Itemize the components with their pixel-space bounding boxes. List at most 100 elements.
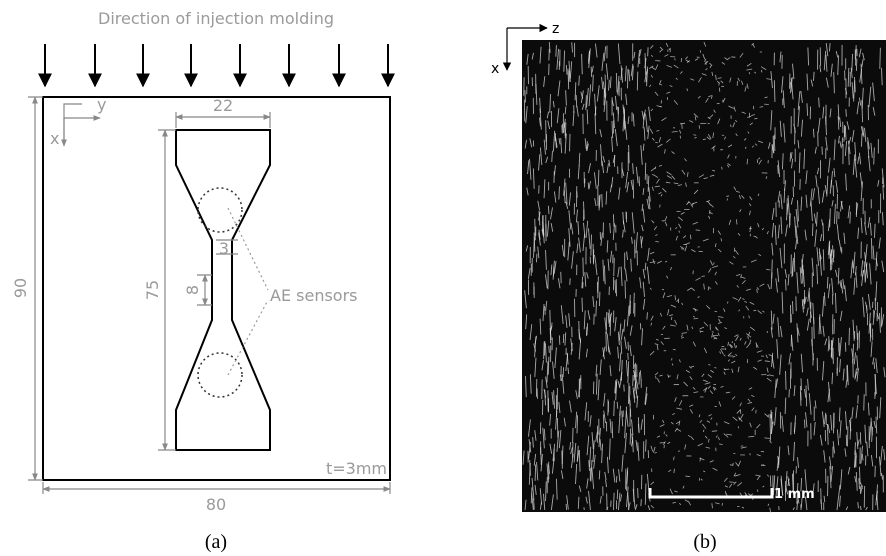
fiber xyxy=(681,302,684,306)
fiber xyxy=(559,374,563,381)
fiber xyxy=(728,219,732,225)
fiber xyxy=(804,496,808,511)
fiber xyxy=(803,148,806,169)
fiber xyxy=(839,420,842,439)
fiber xyxy=(703,347,708,354)
fiber xyxy=(869,322,872,342)
fiber xyxy=(869,263,872,285)
fiber xyxy=(629,325,633,336)
fiber xyxy=(822,106,825,119)
fiber xyxy=(737,482,743,487)
axis-z-label: z xyxy=(552,21,559,37)
fiber xyxy=(563,178,566,196)
fiber xyxy=(627,361,630,384)
fiber xyxy=(814,229,817,247)
fiber xyxy=(813,421,816,436)
fiber xyxy=(575,209,578,223)
fiber xyxy=(710,95,713,99)
fiber xyxy=(727,341,730,346)
thickness-label: t=3mm xyxy=(326,459,387,478)
fiber xyxy=(777,455,780,465)
fiber xyxy=(747,131,750,134)
fiber xyxy=(732,297,738,300)
fiber xyxy=(693,391,699,394)
fiber xyxy=(604,74,607,95)
fiber xyxy=(677,184,683,186)
fiber xyxy=(703,283,705,290)
fiber xyxy=(807,47,810,66)
fiber xyxy=(838,239,842,252)
fiber xyxy=(607,312,610,324)
fiber xyxy=(867,137,870,150)
fiber xyxy=(577,220,580,235)
fiber xyxy=(679,246,684,249)
fiber xyxy=(624,65,627,82)
fiber xyxy=(654,451,657,454)
fiber xyxy=(656,344,659,351)
fiber xyxy=(881,314,885,326)
fiber xyxy=(622,111,625,132)
fiber xyxy=(758,157,761,160)
fiber xyxy=(741,195,745,199)
fiber xyxy=(869,222,872,236)
fiber xyxy=(620,372,623,381)
fiber xyxy=(731,341,734,344)
fiber xyxy=(552,101,555,108)
fiber xyxy=(751,407,755,412)
fiber xyxy=(651,66,656,70)
fiber xyxy=(857,156,860,164)
fiber xyxy=(625,359,629,377)
fiber xyxy=(857,502,859,509)
fiber xyxy=(723,354,726,357)
fiber xyxy=(674,58,676,61)
fiber xyxy=(566,495,569,510)
fiber xyxy=(534,430,537,441)
fiber xyxy=(810,201,813,222)
fiber xyxy=(883,449,886,461)
fiber xyxy=(662,419,665,424)
fiber xyxy=(650,505,655,509)
fiber xyxy=(826,423,829,445)
fiber xyxy=(617,346,619,359)
fiber xyxy=(737,232,741,236)
fiber xyxy=(697,443,703,447)
fiber xyxy=(766,330,769,333)
fiber xyxy=(775,476,779,498)
fiber xyxy=(547,356,550,375)
fiber xyxy=(664,221,668,227)
fiber xyxy=(753,235,757,238)
fiber xyxy=(857,227,860,239)
fiber xyxy=(822,361,825,381)
fiber xyxy=(833,168,836,178)
fiber xyxy=(621,454,624,472)
fiber xyxy=(862,297,865,318)
fiber xyxy=(632,113,635,127)
fiber xyxy=(713,109,716,113)
fiber xyxy=(858,478,860,489)
fiber xyxy=(757,310,762,315)
fiber xyxy=(844,448,847,457)
fiber xyxy=(800,497,803,508)
fiber xyxy=(767,414,770,418)
fiber xyxy=(551,392,554,405)
fiber xyxy=(734,119,738,123)
fiber xyxy=(734,474,741,477)
fiber xyxy=(759,106,764,108)
fiber xyxy=(749,422,752,428)
fiber xyxy=(681,334,683,338)
fiber xyxy=(637,442,640,461)
fiber xyxy=(612,468,616,483)
fiber xyxy=(650,445,654,452)
fiber xyxy=(755,474,761,477)
fiber xyxy=(526,187,529,196)
fiber xyxy=(538,210,541,226)
fiber xyxy=(788,353,792,365)
fiber xyxy=(627,502,631,511)
fiber xyxy=(777,190,781,203)
fiber xyxy=(828,157,831,173)
fiber xyxy=(692,387,696,390)
fiber xyxy=(614,316,617,332)
fiber xyxy=(690,78,695,81)
fiber xyxy=(668,469,672,473)
fiber xyxy=(576,415,579,434)
